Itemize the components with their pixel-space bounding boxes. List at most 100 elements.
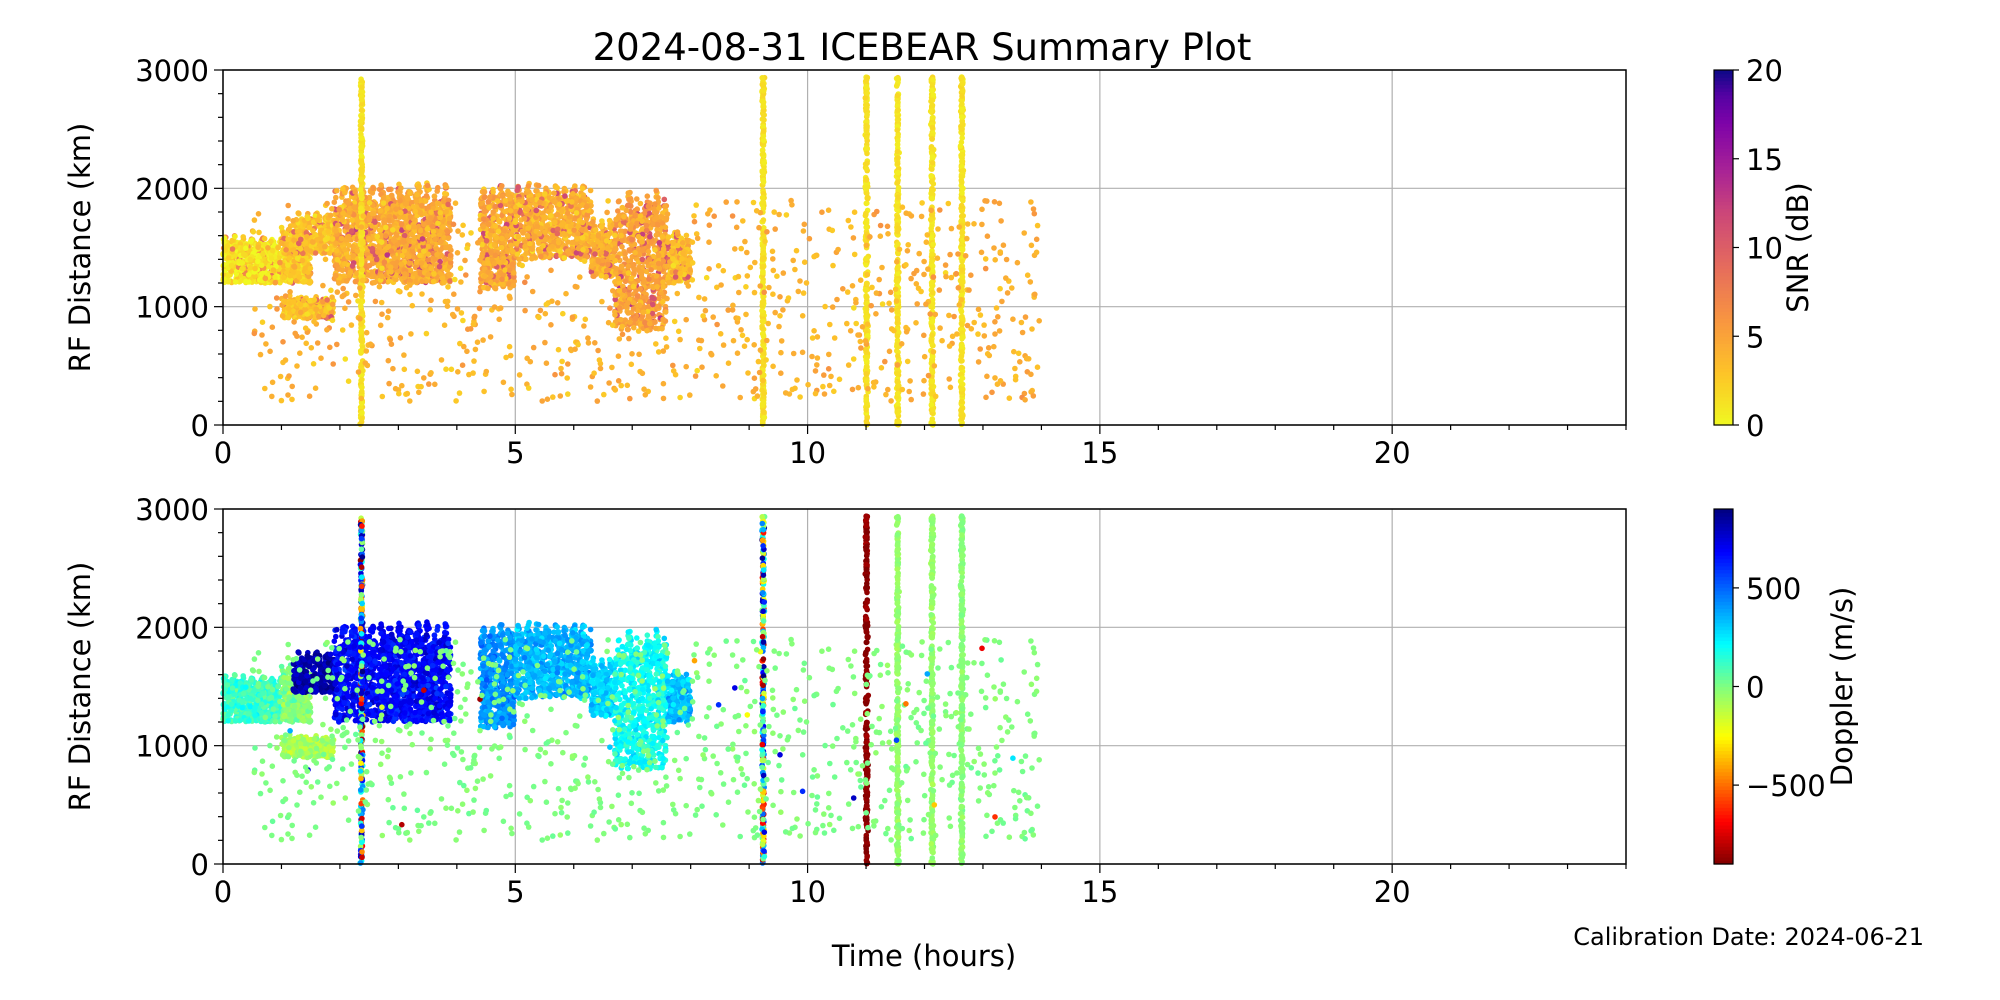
data-point [429,223,436,230]
data-point [481,273,488,280]
data-point [646,256,653,263]
data-point [656,240,663,246]
data-point [562,232,568,238]
data-point [334,187,340,194]
data-point [643,222,650,229]
data-point [393,263,399,270]
data-point [523,250,529,257]
data-point [246,279,252,285]
data-point [380,200,387,206]
data-point [272,274,278,281]
data-point [285,262,291,268]
data-point [645,203,652,210]
data-point [268,255,275,262]
data-point [445,229,451,235]
data-point [292,250,299,256]
data-point [583,204,590,210]
data-point [436,200,442,207]
data-point [432,256,438,263]
data-point [606,217,613,224]
data-point [327,250,333,256]
data-point [639,247,646,254]
data-point [625,202,632,208]
data-point [394,232,400,238]
data-point [232,279,239,285]
data-point [401,214,407,221]
data-point [481,194,488,201]
data-point [370,273,377,280]
data-point [423,193,430,199]
data-point [542,236,549,243]
data-point [590,241,597,248]
data-point [641,279,648,285]
data-point [252,265,258,272]
data-point [340,185,346,192]
data-point [388,192,395,199]
data-point [417,252,423,259]
data-point [500,281,506,288]
data-point [643,227,650,234]
data-point [348,228,355,234]
data-point [268,238,274,245]
data-point [407,214,414,220]
data-point [652,325,659,332]
data-point [335,222,341,228]
data-point [508,242,514,249]
data-point [443,244,449,251]
data-point [529,255,535,262]
data-point [501,228,508,234]
data-point [480,224,487,230]
data-point [546,246,552,252]
data-point [598,272,605,279]
data-point [498,235,505,242]
data-point [398,261,405,268]
data-point [224,243,231,249]
data-point [445,201,451,208]
data-point [592,251,598,257]
data-point [590,219,596,225]
data-point [646,276,652,282]
data-point [615,198,622,205]
data-point [569,239,575,246]
data-point [305,215,311,222]
data-point [598,250,605,256]
data-point [542,191,548,197]
data-point [333,228,339,234]
data-point [287,272,293,279]
data-point [447,278,453,284]
data-point [661,196,668,203]
data-point [437,247,444,253]
data-point [653,278,660,284]
chart-title: 2024-08-31 ICEBEAR Summary Plot [593,26,1252,69]
data-point [659,325,665,332]
data-point [630,306,637,312]
data-point [638,269,645,276]
data-point [628,275,635,282]
data-point [258,271,265,277]
data-point [499,183,505,189]
data-point [349,263,356,269]
data-point [312,250,319,256]
data-point [279,240,285,246]
data-point [621,287,628,294]
data-point [419,202,425,209]
data-point [284,314,291,321]
data-point [369,210,376,217]
data-point [618,263,625,270]
data-point [650,221,656,228]
data-point [645,248,652,255]
data-point [536,248,543,254]
data-point [345,254,351,260]
data-point [378,182,384,188]
data-point [428,209,434,215]
data-point [485,285,491,292]
data-point [549,233,556,239]
data-point [478,200,484,207]
data-point [383,233,389,239]
data-point [647,233,653,240]
data-point [247,256,254,263]
data-point [225,279,231,285]
data-point [240,251,247,258]
data-point [349,217,355,223]
data-point [650,301,656,308]
